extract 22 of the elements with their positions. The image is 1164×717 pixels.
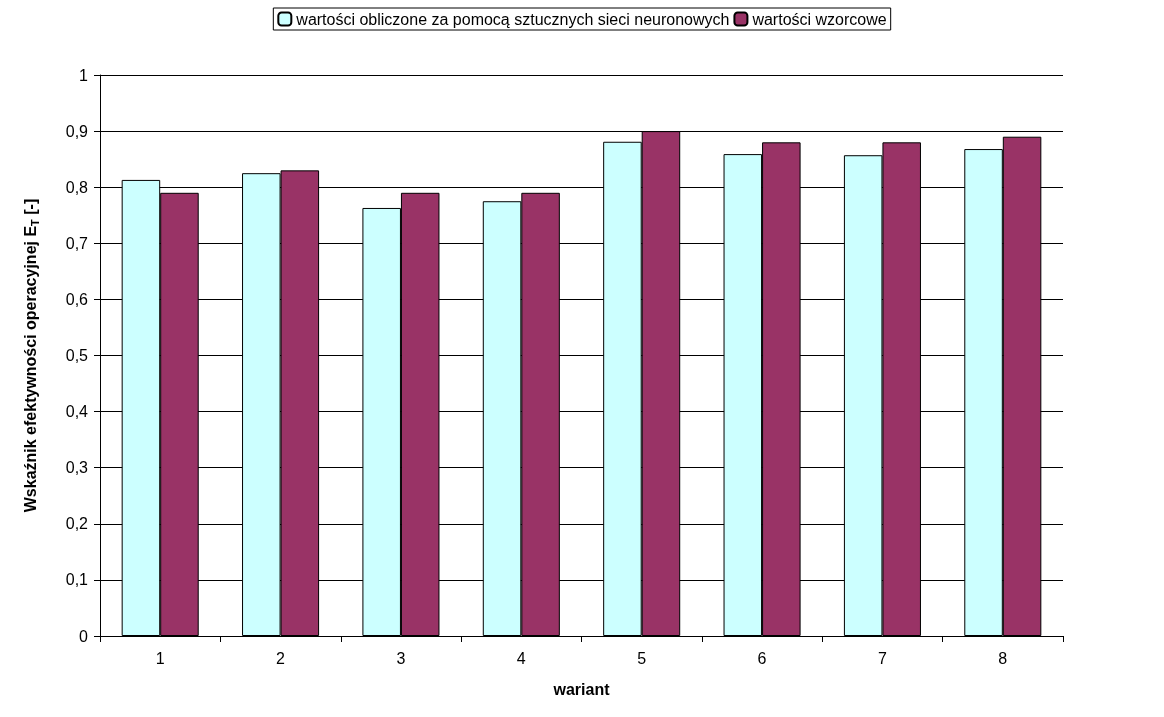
y-tick-label: 0,7 bbox=[65, 234, 89, 252]
y-tick-label: 0,5 bbox=[65, 347, 89, 364]
y-tick-label: 0,1 bbox=[65, 571, 89, 589]
y-tick-label: 0,6 bbox=[65, 290, 89, 308]
y-tick-label: 0 bbox=[79, 627, 89, 645]
y-tick-label: 1 bbox=[79, 66, 89, 84]
legend-label: wartości wzorcowe bbox=[751, 10, 887, 28]
legend-label: wartości obliczone za pomocą sztucznych sieci neuronowych bbox=[295, 10, 730, 28]
x-tick-label: 4 bbox=[516, 649, 526, 667]
x-tick-label: 5 bbox=[637, 649, 647, 667]
y-tick-label: 0,9 bbox=[65, 122, 89, 140]
x-tick-label: 1 bbox=[155, 649, 165, 667]
x-tick-label: 6 bbox=[757, 649, 767, 667]
x-tick-label: 2 bbox=[276, 649, 286, 667]
y-tick-label: 0,8 bbox=[65, 178, 89, 196]
x-tick-label: 7 bbox=[877, 649, 887, 667]
y-tick-label: 0,2 bbox=[65, 515, 89, 533]
x-axis-title: wariant bbox=[552, 680, 611, 698]
y-tick-label: 0,3 bbox=[65, 459, 89, 477]
y-tick-label: 0,4 bbox=[65, 403, 89, 421]
x-tick-label: 8 bbox=[998, 649, 1008, 667]
x-tick-label: 3 bbox=[396, 649, 406, 667]
